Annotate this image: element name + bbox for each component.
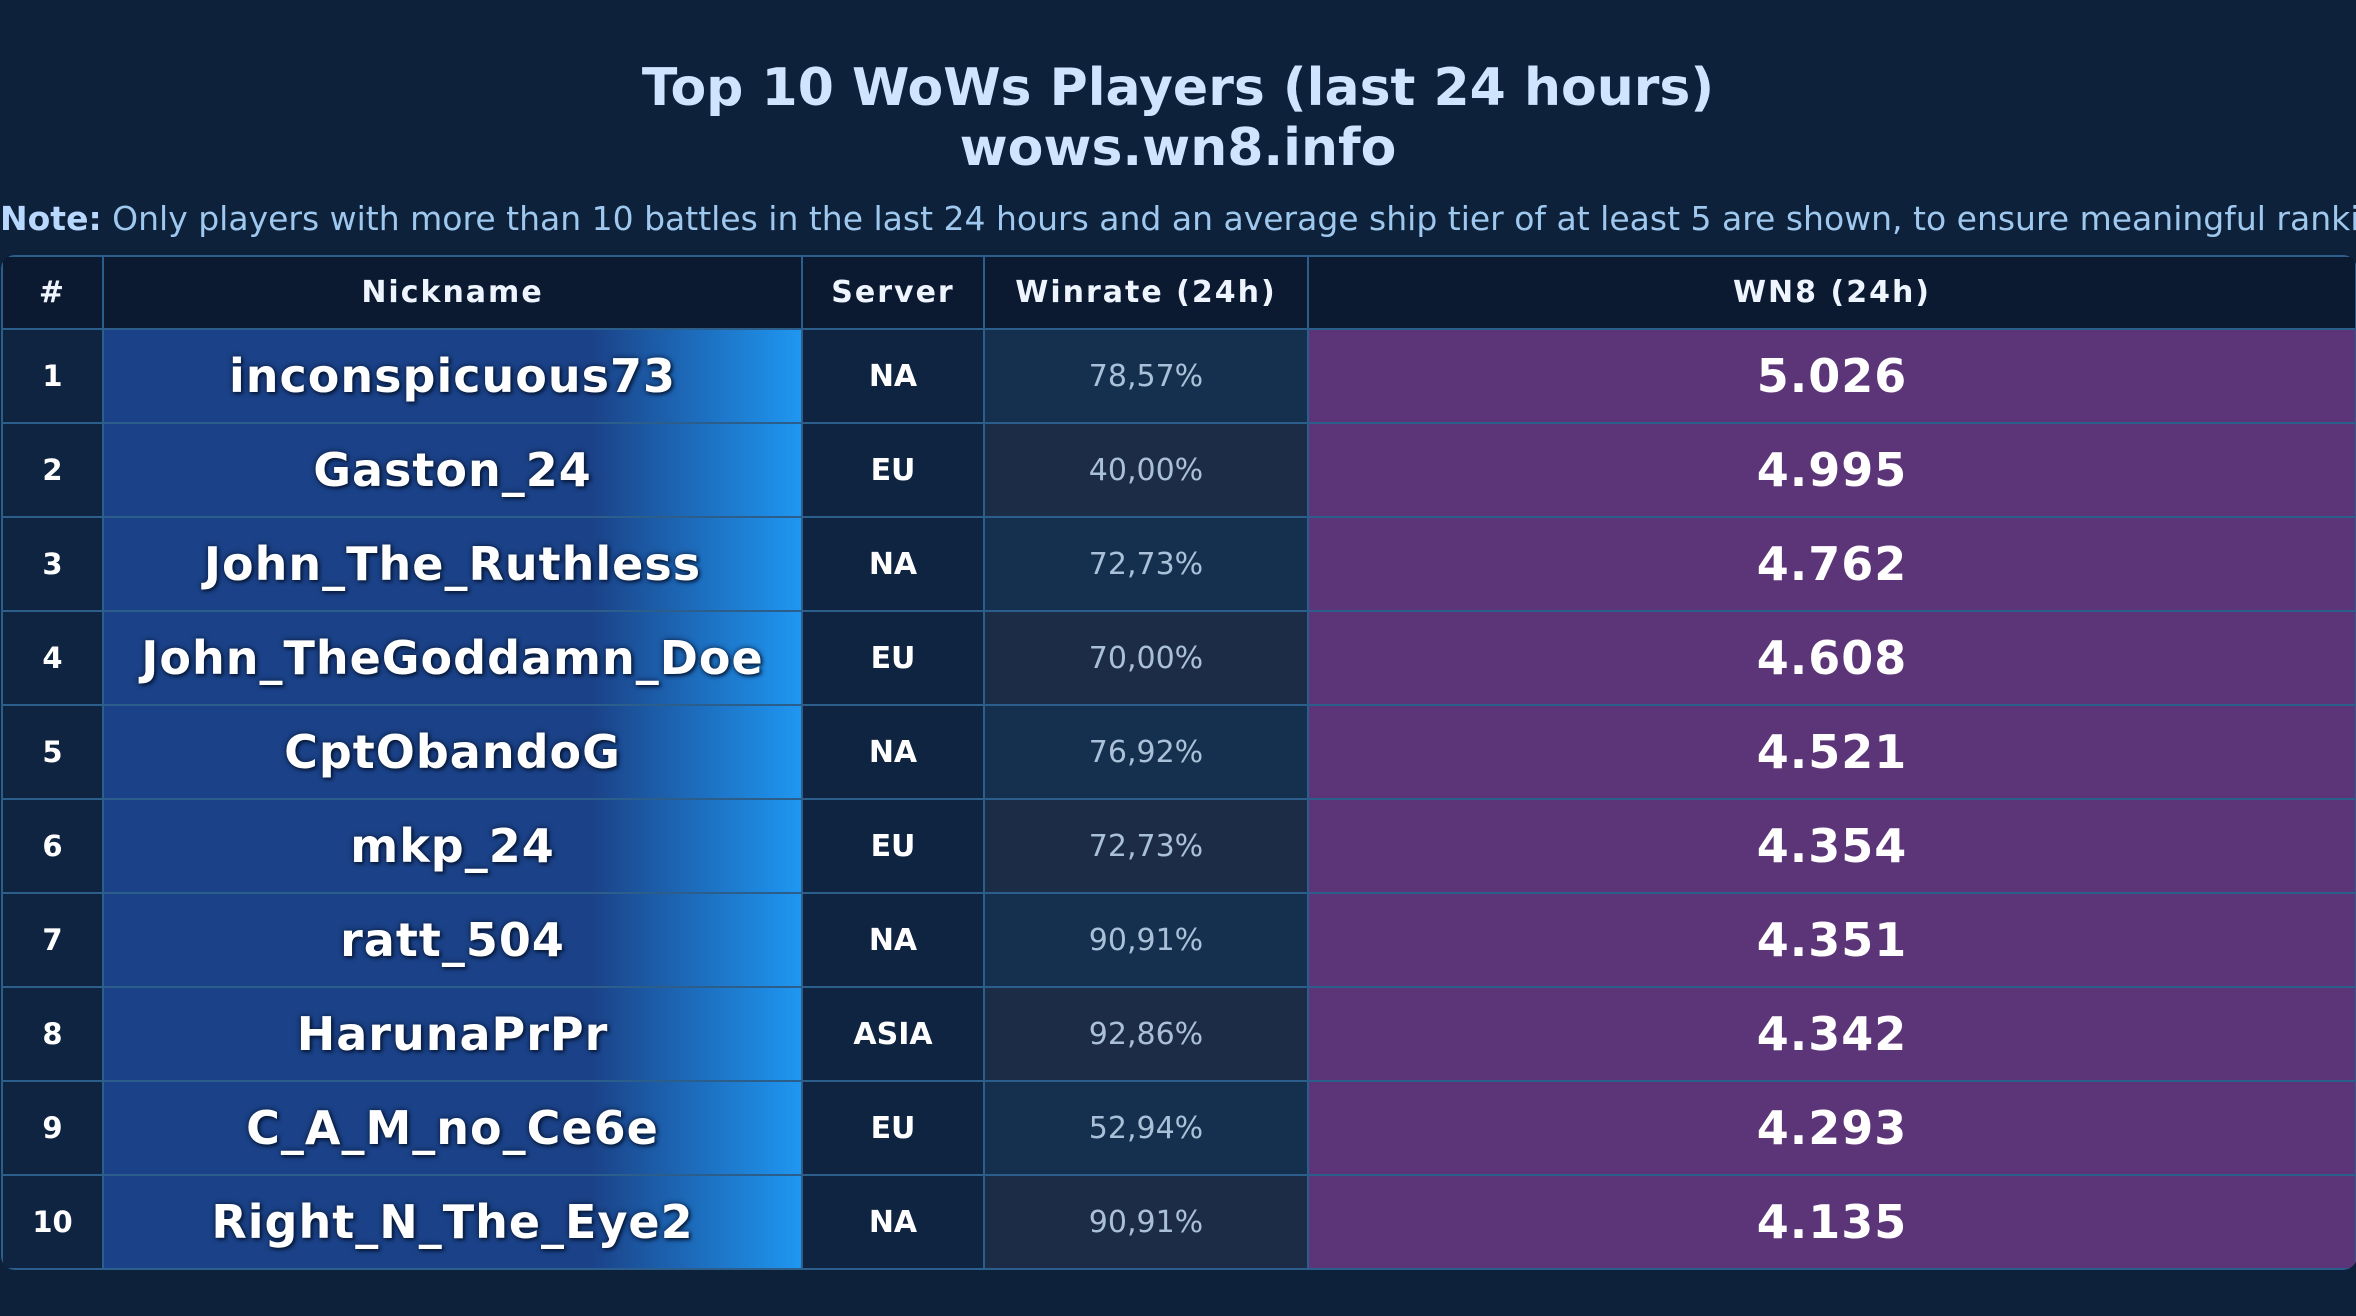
wn8-cell: 4.293	[1307, 1080, 2356, 1176]
rank-cell: 2	[1, 422, 104, 518]
rank-cell: 10	[1, 1174, 104, 1270]
column-header-nickname: Nickname	[102, 255, 803, 330]
wn8-cell: 4.354	[1307, 798, 2356, 894]
nickname-cell: HarunaPrPr	[102, 986, 803, 1082]
table-row: 5 CptObandoG NA 76,92% 4.521	[1, 704, 2356, 800]
rank-cell: 8	[1, 986, 104, 1082]
column-header-rank: #	[1, 255, 104, 330]
server-cell: NA	[801, 892, 985, 988]
server-cell: NA	[801, 328, 985, 424]
rank-cell: 9	[1, 1080, 104, 1176]
table-row: 1 inconspicuous73 NA 78,57% 5.026	[1, 328, 2356, 424]
table-row: 3 John_The_Ruthless NA 72,73% 4.762	[1, 516, 2356, 612]
winrate-cell: 52,94%	[983, 1080, 1309, 1176]
rank-cell: 5	[1, 704, 104, 800]
leaderboard-table: # Nickname Server Winrate (24h) WN8 (24h…	[1, 255, 2356, 1270]
nickname-cell: John_The_Ruthless	[102, 516, 803, 612]
wn8-cell: 4.135	[1307, 1174, 2356, 1270]
nickname-cell: Gaston_24	[102, 422, 803, 518]
server-cell: EU	[801, 798, 985, 894]
wn8-cell: 4.608	[1307, 610, 2356, 706]
winrate-cell: 90,91%	[983, 1174, 1309, 1270]
server-cell: NA	[801, 516, 985, 612]
chart-subtitle: wows.wn8.info	[959, 118, 1397, 178]
winrate-cell: 92,86%	[983, 986, 1309, 1082]
winrate-cell: 72,73%	[983, 798, 1309, 894]
chart-title: Top 10 WoWs Players (last 24 hours)	[641, 58, 1715, 118]
nickname-cell: CptObandoG	[102, 704, 803, 800]
table-row: 4 John_TheGoddamn_Doe EU 70,00% 4.608	[1, 610, 2356, 706]
server-cell: NA	[801, 1174, 985, 1270]
note-text: Only players with more than 10 battles i…	[112, 199, 2356, 238]
server-cell: EU	[801, 610, 985, 706]
nickname-cell: C_A_M_no_Ce6e	[102, 1080, 803, 1176]
wn8-cell: 4.995	[1307, 422, 2356, 518]
table-row: 7 ratt_504 NA 90,91% 4.351	[1, 892, 2356, 988]
wn8-cell: 4.342	[1307, 986, 2356, 1082]
wn8-cell: 4.762	[1307, 516, 2356, 612]
note-label: Note:	[0, 199, 102, 238]
rank-cell: 4	[1, 610, 104, 706]
rank-cell: 3	[1, 516, 104, 612]
server-cell: EU	[801, 422, 985, 518]
winrate-cell: 76,92%	[983, 704, 1309, 800]
header-row: # Nickname Server Winrate (24h) WN8 (24h…	[1, 255, 2356, 330]
winrate-cell: 78,57%	[983, 328, 1309, 424]
winrate-cell: 70,00%	[983, 610, 1309, 706]
table-row: 10 Right_N_The_Eye2 NA 90,91% 4.135	[1, 1174, 2356, 1270]
column-header-wn8: WN8 (24h)	[1307, 255, 2356, 330]
table-row: 9 C_A_M_no_Ce6e EU 52,94% 4.293	[1, 1080, 2356, 1176]
winrate-cell: 72,73%	[983, 516, 1309, 612]
rank-cell: 1	[1, 328, 104, 424]
winrate-cell: 90,91%	[983, 892, 1309, 988]
nickname-cell: inconspicuous73	[102, 328, 803, 424]
server-cell: ASIA	[801, 986, 985, 1082]
rank-cell: 7	[1, 892, 104, 988]
rank-cell: 6	[1, 798, 104, 894]
note: Note: Only players with more than 10 bat…	[0, 196, 2356, 242]
wn8-cell: 4.521	[1307, 704, 2356, 800]
server-cell: NA	[801, 704, 985, 800]
server-cell: EU	[801, 1080, 985, 1176]
wn8-cell: 5.026	[1307, 328, 2356, 424]
table-row: 6 mkp_24 EU 72,73% 4.354	[1, 798, 2356, 894]
nickname-cell: ratt_504	[102, 892, 803, 988]
winrate-cell: 40,00%	[983, 422, 1309, 518]
table-row: 8 HarunaPrPr ASIA 92,86% 4.342	[1, 986, 2356, 1082]
column-header-server: Server	[801, 255, 985, 330]
wn8-cell: 4.351	[1307, 892, 2356, 988]
table-row: 2 Gaston_24 EU 40,00% 4.995	[1, 422, 2356, 518]
nickname-cell: Right_N_The_Eye2	[102, 1174, 803, 1270]
nickname-cell: John_TheGoddamn_Doe	[102, 610, 803, 706]
nickname-cell: mkp_24	[102, 798, 803, 894]
column-header-winrate: Winrate (24h)	[983, 255, 1309, 330]
